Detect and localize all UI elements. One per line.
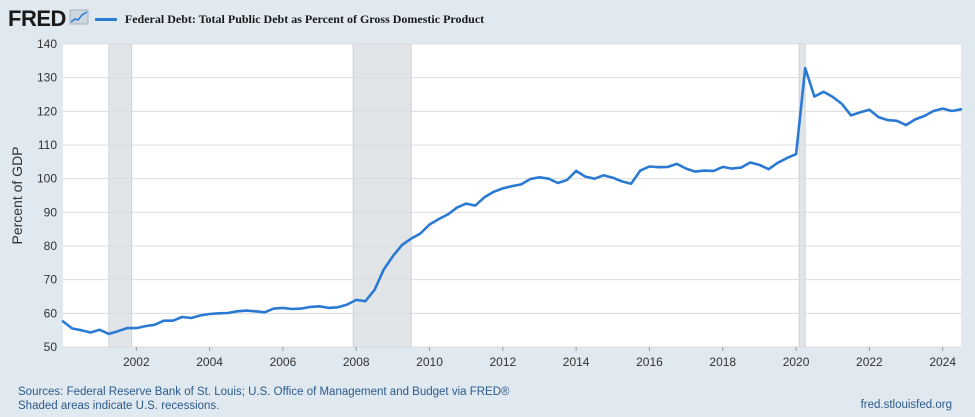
x-tick-label: 2010 bbox=[416, 355, 443, 369]
series-line bbox=[61, 66, 963, 336]
legend-line-swatch bbox=[94, 17, 117, 21]
recession-note: Shaded areas indicate U.S. recessions. bbox=[18, 400, 220, 412]
legend-series-label: Federal Debt: Total Public Debt as Perce… bbox=[124, 11, 485, 26]
x-tick-label: 2002 bbox=[123, 355, 150, 369]
x-tick-label: 2008 bbox=[343, 355, 370, 369]
y-tick-label: 70 bbox=[44, 273, 58, 287]
x-tick-label: 2016 bbox=[636, 355, 663, 369]
y-tick-label: 60 bbox=[44, 306, 58, 320]
x-tick-label: 2004 bbox=[196, 355, 223, 369]
mini-chart-icon bbox=[69, 9, 89, 30]
y-tick-label: 90 bbox=[44, 205, 58, 219]
x-tick-label: 2022 bbox=[856, 355, 883, 369]
x-tick-label: 2020 bbox=[783, 355, 810, 369]
gridlines bbox=[63, 43, 961, 348]
site-link[interactable]: fred.stlouisfed.org bbox=[860, 399, 952, 411]
x-tick-label: 2006 bbox=[270, 355, 297, 369]
footer-sources: Sources: Federal Reserve Bank of St. Lou… bbox=[18, 385, 510, 413]
x-tick-label: 2014 bbox=[563, 355, 590, 369]
y-axis-label: Percent of GDP bbox=[9, 146, 25, 244]
recession-band bbox=[108, 43, 133, 348]
x-axis-ticks: 2002 2004 2006 2008 2010 2012 2014 2016 2018 2020… bbox=[123, 347, 956, 369]
y-tick-label: 130 bbox=[37, 71, 57, 85]
recession-shading bbox=[108, 43, 806, 348]
fred-logo[interactable]: FRED bbox=[8, 6, 66, 31]
x-tick-label: 2018 bbox=[709, 355, 736, 369]
x-tick-label: 2012 bbox=[489, 355, 516, 369]
y-tick-label: 100 bbox=[37, 172, 57, 186]
recession-band bbox=[352, 43, 412, 348]
plot-area bbox=[63, 44, 961, 347]
y-tick-label: 120 bbox=[37, 104, 57, 118]
y-tick-label: 80 bbox=[44, 239, 58, 253]
series-group bbox=[61, 66, 963, 336]
chart-header: FRED Federal Debt: Total Public Debt as … bbox=[8, 6, 484, 32]
y-tick-label: 50 bbox=[44, 340, 58, 354]
y-tick-label: 140 bbox=[37, 37, 57, 51]
y-axis-ticks: 50 60 70 80 90 100 110 120 130 140 bbox=[37, 37, 57, 354]
sources-text: Sources: Federal Reserve Bank of St. Lou… bbox=[18, 386, 510, 398]
x-tick-label: 2024 bbox=[929, 355, 956, 369]
y-tick-label: 110 bbox=[38, 138, 57, 152]
